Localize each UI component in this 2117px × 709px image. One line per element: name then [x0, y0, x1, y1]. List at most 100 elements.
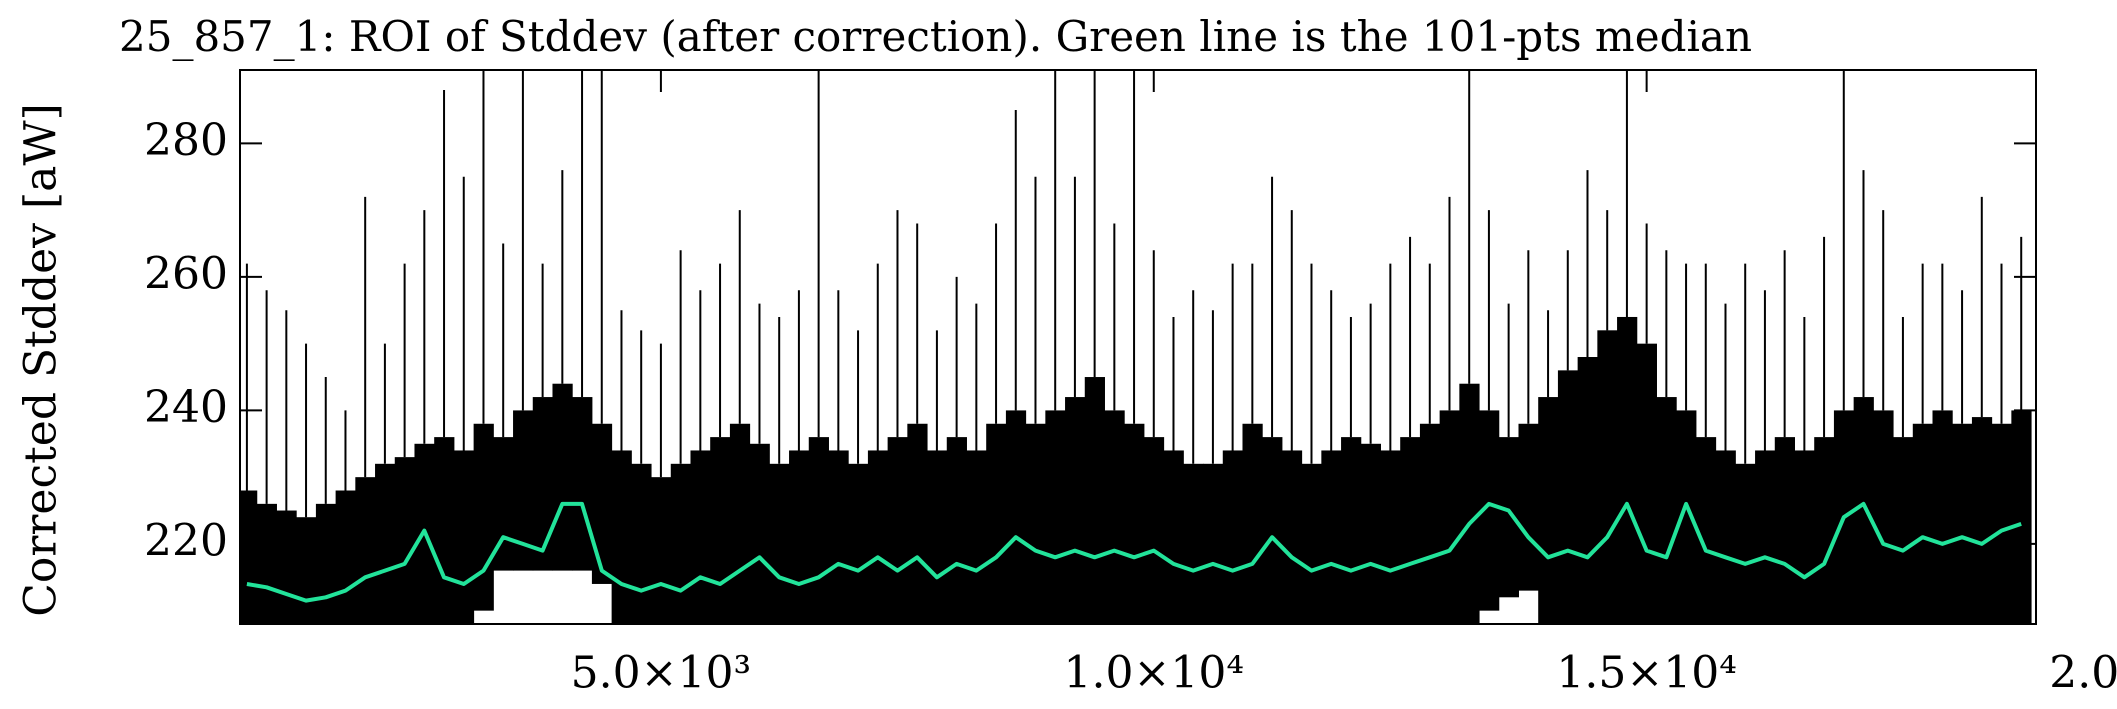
signal-band [1242, 423, 1263, 624]
signal-band [1518, 423, 1539, 591]
signal-band [473, 423, 494, 611]
signal-band [966, 450, 987, 624]
signal-band [1183, 463, 1204, 624]
x-tick-label: 2.0×10⁴ [2049, 648, 2117, 699]
signal-band [1774, 437, 1795, 624]
signal-band [1676, 410, 1697, 624]
signal-band [1262, 437, 1283, 624]
plot-data [240, 70, 2032, 624]
y-tick-label: 240 [144, 382, 228, 433]
chart-title: 25_857_1: ROI of Stddev (after correctio… [119, 12, 1752, 61]
signal-band [375, 463, 396, 624]
signal-band [1932, 410, 1953, 624]
x-tick-label: 1.0×10⁴ [1064, 648, 1244, 699]
signal-band [848, 463, 869, 624]
signal-band [453, 450, 475, 624]
y-tick-label: 260 [144, 248, 228, 299]
signal-band [1222, 450, 1243, 624]
signal-band [611, 450, 632, 624]
signal-band [1104, 410, 1125, 624]
median-line [246, 501, 2022, 603]
signal-band [1419, 423, 1441, 624]
signal-band [1656, 397, 1677, 624]
signal-band [1991, 423, 2012, 624]
signal-band [946, 437, 967, 624]
signal-band [1203, 463, 1224, 624]
plot-frame [239, 69, 2037, 625]
signal-band [240, 490, 258, 624]
signal-band [1025, 423, 1046, 624]
signal-band [1971, 417, 1993, 624]
signal-band [1163, 450, 1184, 624]
y-tick-label: 220 [144, 515, 228, 566]
signal-band [532, 397, 553, 571]
signal-band [1557, 370, 1579, 624]
signal-band [690, 450, 711, 624]
signal-band [256, 503, 277, 624]
signal-band [789, 450, 810, 624]
signal-band [394, 457, 415, 624]
signal-band [355, 477, 376, 624]
signal-band [1459, 383, 1480, 624]
signal-band [1065, 397, 1086, 624]
signal-band [1715, 450, 1736, 624]
x-tick-label: 5.0×10³ [571, 648, 751, 699]
signal-band [1577, 357, 1598, 624]
signal-band [1636, 343, 1657, 624]
signal-band [1794, 450, 1815, 624]
signal-band [1479, 410, 1500, 611]
signal-band [631, 463, 652, 624]
signal-band [808, 437, 829, 624]
signal-band [1755, 450, 1776, 624]
signal-band [1380, 450, 1401, 624]
signal-band [552, 383, 573, 571]
signal-band [670, 463, 691, 624]
signal-band [434, 437, 455, 624]
signal-band [1341, 437, 1362, 624]
signal-band [1439, 410, 1460, 624]
signal-band [1498, 437, 1519, 598]
signal-band [986, 423, 1007, 624]
signal-band [1045, 410, 1066, 624]
signal-band [1400, 437, 1421, 624]
signal-band [1735, 463, 1756, 624]
signal-band [651, 477, 672, 624]
signal-band [1952, 423, 1973, 624]
signal-band [335, 490, 356, 624]
signal-band [907, 423, 928, 624]
signal-band [276, 510, 297, 624]
signal-band [513, 410, 534, 571]
signal-band [1005, 410, 1027, 624]
signal-band [1281, 450, 1303, 624]
signal-band [1814, 437, 1835, 624]
y-tick-label: 280 [144, 115, 228, 166]
x-tick-label: 1.5×10⁴ [1556, 648, 1736, 699]
signal-band [1143, 437, 1165, 624]
signal-band [572, 397, 593, 571]
signal-band [1695, 437, 1717, 624]
signal-band [315, 503, 337, 624]
signal-band [1360, 443, 1381, 624]
signal-band [1873, 410, 1894, 624]
signal-band [1893, 437, 1914, 624]
signal-band [1301, 463, 1322, 624]
signal-band [1912, 423, 1933, 624]
signal-band [1538, 397, 1559, 624]
signal-band [1321, 450, 1342, 624]
signal-band [867, 450, 889, 624]
signal-band [710, 437, 731, 624]
signal-band [2011, 410, 2032, 624]
signal-band [1124, 423, 1145, 624]
signal-band [296, 517, 317, 624]
signal-band [769, 463, 790, 624]
signal-band [1617, 316, 1638, 624]
signal-band [749, 443, 770, 624]
signal-band [1597, 330, 1618, 624]
signal-band [887, 437, 908, 624]
signal-band [1853, 397, 1874, 624]
signal-band [927, 450, 948, 624]
signal-band [1084, 377, 1105, 624]
signal-band [828, 450, 849, 624]
